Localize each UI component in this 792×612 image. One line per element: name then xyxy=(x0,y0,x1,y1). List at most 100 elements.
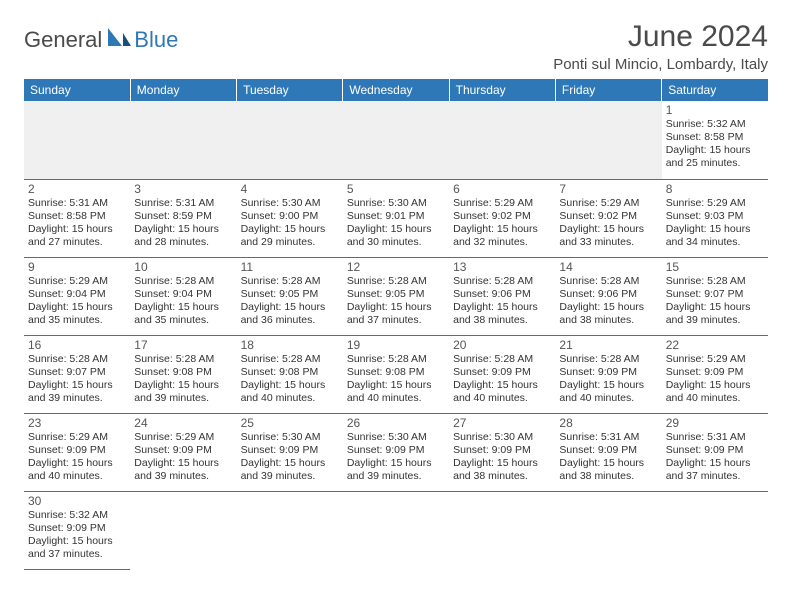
day-sun-info: Sunrise: 5:31 AMSunset: 8:58 PMDaylight:… xyxy=(28,197,126,250)
calendar-day-cell: 17Sunrise: 5:28 AMSunset: 9:08 PMDayligh… xyxy=(130,335,236,413)
calendar-day-cell: 24Sunrise: 5:29 AMSunset: 9:09 PMDayligh… xyxy=(130,413,236,491)
weekday-header: Tuesday xyxy=(237,79,343,101)
day-number: 4 xyxy=(241,182,339,196)
day-sun-info: Sunrise: 5:30 AMSunset: 9:09 PMDaylight:… xyxy=(241,431,339,484)
day-sun-info: Sunrise: 5:28 AMSunset: 9:09 PMDaylight:… xyxy=(453,353,551,406)
day-number: 30 xyxy=(28,494,126,508)
day-sun-info: Sunrise: 5:28 AMSunset: 9:06 PMDaylight:… xyxy=(453,275,551,328)
calendar-blank-cell xyxy=(343,101,449,179)
day-number: 15 xyxy=(666,260,764,274)
calendar-day-cell: 3Sunrise: 5:31 AMSunset: 8:59 PMDaylight… xyxy=(130,179,236,257)
title-block: June 2024 Ponti sul Mincio, Lombardy, It… xyxy=(553,20,768,73)
calendar-row: 16Sunrise: 5:28 AMSunset: 9:07 PMDayligh… xyxy=(24,335,768,413)
calendar-header-row: SundayMondayTuesdayWednesdayThursdayFrid… xyxy=(24,79,768,101)
day-number: 24 xyxy=(134,416,232,430)
calendar-day-cell: 7Sunrise: 5:29 AMSunset: 9:02 PMDaylight… xyxy=(555,179,661,257)
weekday-header: Friday xyxy=(555,79,661,101)
day-sun-info: Sunrise: 5:29 AMSunset: 9:09 PMDaylight:… xyxy=(28,431,126,484)
calendar-blank-cell xyxy=(555,101,661,179)
calendar-blank-cell xyxy=(130,101,236,179)
calendar-day-cell: 8Sunrise: 5:29 AMSunset: 9:03 PMDaylight… xyxy=(662,179,768,257)
day-sun-info: Sunrise: 5:32 AMSunset: 8:58 PMDaylight:… xyxy=(666,118,764,171)
day-number: 3 xyxy=(134,182,232,196)
calendar-day-cell: 26Sunrise: 5:30 AMSunset: 9:09 PMDayligh… xyxy=(343,413,449,491)
day-sun-info: Sunrise: 5:28 AMSunset: 9:08 PMDaylight:… xyxy=(347,353,445,406)
calendar-blank-cell xyxy=(130,491,236,569)
day-sun-info: Sunrise: 5:28 AMSunset: 9:08 PMDaylight:… xyxy=(134,353,232,406)
day-sun-info: Sunrise: 5:29 AMSunset: 9:04 PMDaylight:… xyxy=(28,275,126,328)
day-sun-info: Sunrise: 5:28 AMSunset: 9:07 PMDaylight:… xyxy=(28,353,126,406)
calendar-day-cell: 23Sunrise: 5:29 AMSunset: 9:09 PMDayligh… xyxy=(24,413,130,491)
day-sun-info: Sunrise: 5:28 AMSunset: 9:05 PMDaylight:… xyxy=(241,275,339,328)
calendar-day-cell: 10Sunrise: 5:28 AMSunset: 9:04 PMDayligh… xyxy=(130,257,236,335)
calendar-day-cell: 9Sunrise: 5:29 AMSunset: 9:04 PMDaylight… xyxy=(24,257,130,335)
calendar-row: 2Sunrise: 5:31 AMSunset: 8:58 PMDaylight… xyxy=(24,179,768,257)
page-title: June 2024 xyxy=(553,20,768,54)
calendar-day-cell: 28Sunrise: 5:31 AMSunset: 9:09 PMDayligh… xyxy=(555,413,661,491)
day-number: 5 xyxy=(347,182,445,196)
calendar-day-cell: 25Sunrise: 5:30 AMSunset: 9:09 PMDayligh… xyxy=(237,413,343,491)
calendar-page: General Blue June 2024 Ponti sul Mincio,… xyxy=(0,0,792,590)
day-sun-info: Sunrise: 5:28 AMSunset: 9:07 PMDaylight:… xyxy=(666,275,764,328)
day-number: 10 xyxy=(134,260,232,274)
weekday-header: Monday xyxy=(130,79,236,101)
day-sun-info: Sunrise: 5:30 AMSunset: 9:09 PMDaylight:… xyxy=(347,431,445,484)
day-sun-info: Sunrise: 5:30 AMSunset: 9:01 PMDaylight:… xyxy=(347,197,445,250)
day-sun-info: Sunrise: 5:28 AMSunset: 9:06 PMDaylight:… xyxy=(559,275,657,328)
day-sun-info: Sunrise: 5:28 AMSunset: 9:09 PMDaylight:… xyxy=(559,353,657,406)
calendar-day-cell: 1Sunrise: 5:32 AMSunset: 8:58 PMDaylight… xyxy=(662,101,768,179)
calendar-day-cell: 12Sunrise: 5:28 AMSunset: 9:05 PMDayligh… xyxy=(343,257,449,335)
logo-sail-icon xyxy=(106,26,132,53)
calendar-day-cell: 22Sunrise: 5:29 AMSunset: 9:09 PMDayligh… xyxy=(662,335,768,413)
day-number: 25 xyxy=(241,416,339,430)
calendar-table: SundayMondayTuesdayWednesdayThursdayFrid… xyxy=(24,79,768,570)
calendar-day-cell: 14Sunrise: 5:28 AMSunset: 9:06 PMDayligh… xyxy=(555,257,661,335)
calendar-day-cell: 18Sunrise: 5:28 AMSunset: 9:08 PMDayligh… xyxy=(237,335,343,413)
day-number: 17 xyxy=(134,338,232,352)
calendar-blank-cell xyxy=(555,491,661,569)
day-number: 18 xyxy=(241,338,339,352)
calendar-day-cell: 13Sunrise: 5:28 AMSunset: 9:06 PMDayligh… xyxy=(449,257,555,335)
location-subtitle: Ponti sul Mincio, Lombardy, Italy xyxy=(553,56,768,73)
day-sun-info: Sunrise: 5:28 AMSunset: 9:05 PMDaylight:… xyxy=(347,275,445,328)
calendar-day-cell: 15Sunrise: 5:28 AMSunset: 9:07 PMDayligh… xyxy=(662,257,768,335)
day-sun-info: Sunrise: 5:31 AMSunset: 8:59 PMDaylight:… xyxy=(134,197,232,250)
calendar-blank-cell xyxy=(24,101,130,179)
calendar-day-cell: 11Sunrise: 5:28 AMSunset: 9:05 PMDayligh… xyxy=(237,257,343,335)
logo-text-general: General xyxy=(24,27,102,53)
day-number: 6 xyxy=(453,182,551,196)
day-number: 29 xyxy=(666,416,764,430)
calendar-body: 1Sunrise: 5:32 AMSunset: 8:58 PMDaylight… xyxy=(24,101,768,569)
calendar-blank-cell xyxy=(662,491,768,569)
calendar-day-cell: 27Sunrise: 5:30 AMSunset: 9:09 PMDayligh… xyxy=(449,413,555,491)
calendar-blank-cell xyxy=(237,491,343,569)
day-number: 1 xyxy=(666,103,764,117)
day-number: 27 xyxy=(453,416,551,430)
calendar-day-cell: 29Sunrise: 5:31 AMSunset: 9:09 PMDayligh… xyxy=(662,413,768,491)
weekday-header: Thursday xyxy=(449,79,555,101)
calendar-blank-cell xyxy=(449,101,555,179)
day-number: 14 xyxy=(559,260,657,274)
day-number: 19 xyxy=(347,338,445,352)
logo: General Blue xyxy=(24,26,178,53)
weekday-header: Sunday xyxy=(24,79,130,101)
calendar-blank-cell xyxy=(343,491,449,569)
header: General Blue June 2024 Ponti sul Mincio,… xyxy=(24,20,768,73)
day-number: 23 xyxy=(28,416,126,430)
day-number: 22 xyxy=(666,338,764,352)
calendar-day-cell: 21Sunrise: 5:28 AMSunset: 9:09 PMDayligh… xyxy=(555,335,661,413)
day-number: 9 xyxy=(28,260,126,274)
day-number: 11 xyxy=(241,260,339,274)
calendar-row: 30Sunrise: 5:32 AMSunset: 9:09 PMDayligh… xyxy=(24,491,768,569)
calendar-blank-cell xyxy=(237,101,343,179)
day-sun-info: Sunrise: 5:28 AMSunset: 9:04 PMDaylight:… xyxy=(134,275,232,328)
calendar-day-cell: 2Sunrise: 5:31 AMSunset: 8:58 PMDaylight… xyxy=(24,179,130,257)
logo-text-blue: Blue xyxy=(134,27,178,53)
calendar-day-cell: 19Sunrise: 5:28 AMSunset: 9:08 PMDayligh… xyxy=(343,335,449,413)
day-sun-info: Sunrise: 5:30 AMSunset: 9:09 PMDaylight:… xyxy=(453,431,551,484)
day-sun-info: Sunrise: 5:31 AMSunset: 9:09 PMDaylight:… xyxy=(559,431,657,484)
day-number: 20 xyxy=(453,338,551,352)
calendar-row: 1Sunrise: 5:32 AMSunset: 8:58 PMDaylight… xyxy=(24,101,768,179)
day-number: 16 xyxy=(28,338,126,352)
day-sun-info: Sunrise: 5:29 AMSunset: 9:02 PMDaylight:… xyxy=(453,197,551,250)
